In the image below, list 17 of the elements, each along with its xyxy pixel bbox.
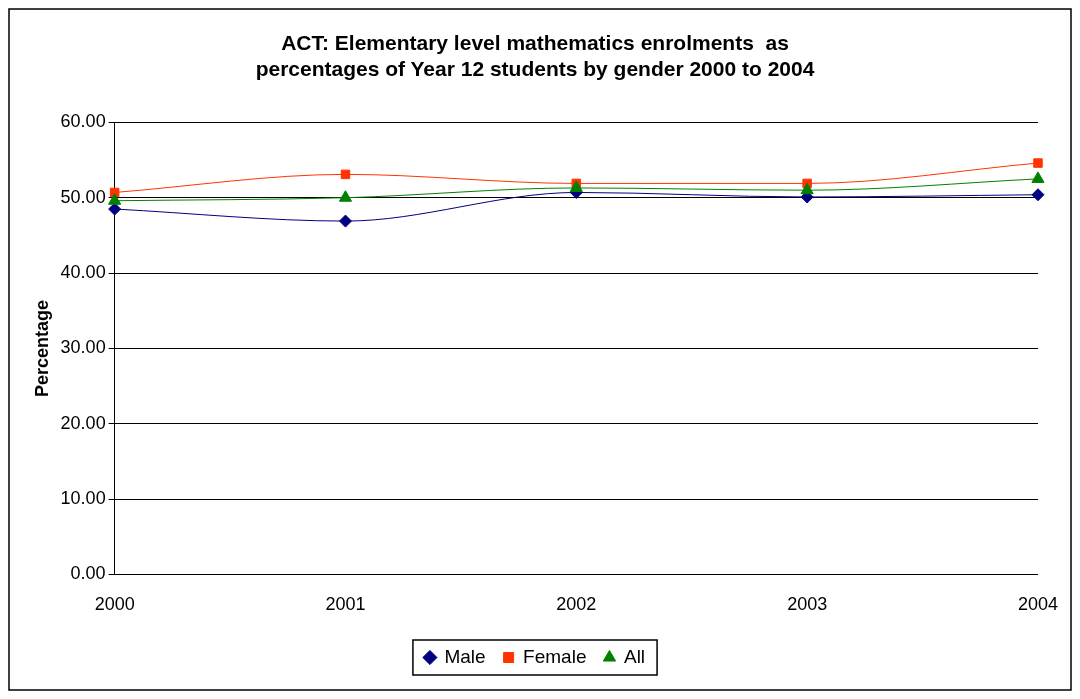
legend-label: Male — [444, 645, 486, 667]
y-tick-label: 50.00 — [60, 186, 106, 207]
x-tick-label: 2001 — [325, 594, 366, 615]
x-tick-label: 2003 — [787, 594, 828, 615]
x-tick-label: 2004 — [1017, 594, 1058, 615]
y-tick-label: 0.00 — [70, 563, 106, 584]
y-tick-label: 10.00 — [60, 488, 106, 509]
legend-label: Female — [523, 645, 587, 667]
y-tick-label: 40.00 — [60, 262, 106, 283]
y-tick-label: 30.00 — [60, 337, 106, 358]
legend-label: All — [623, 645, 646, 667]
y-tick-label: 60.00 — [60, 111, 106, 132]
y-tick-label: 20.00 — [60, 412, 106, 433]
x-tick-label: 2000 — [94, 594, 135, 615]
y-axis-title: Percentage — [31, 299, 52, 397]
x-tick-label: 2002 — [556, 594, 597, 615]
chart-title: ACT: Elementary level mathematics enrolments as percentages of Year 12 students by gender 2000 to 2004 — [255, 31, 815, 80]
